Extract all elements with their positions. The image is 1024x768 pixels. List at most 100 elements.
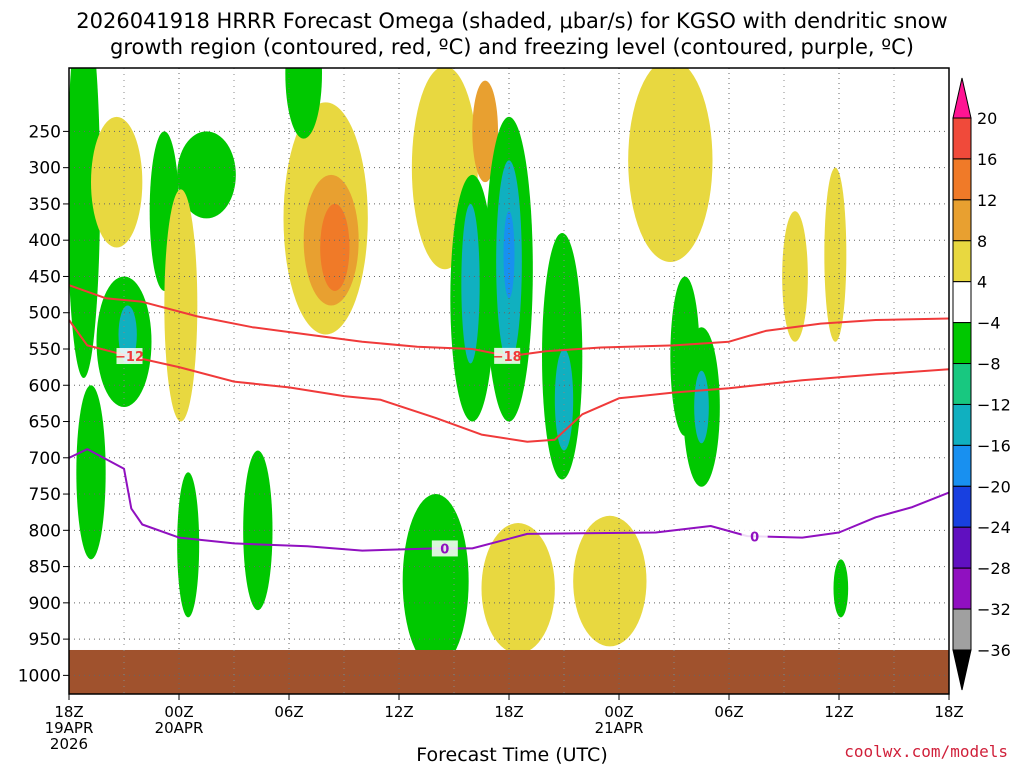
chart-title: 2026041918 HRRR Forecast Omega (shaded, … [0, 8, 1024, 60]
omega-cell-36 [243, 450, 273, 611]
omega-cell-33 [481, 523, 555, 654]
y-tick-label-800: 800 [29, 521, 61, 541]
x-axis-title: Forecast Time (UTC) [416, 744, 608, 766]
colorbar-label-13: −36 [977, 641, 1011, 660]
y-tick-label-950: 950 [29, 630, 61, 650]
omega-cell-38 [833, 559, 849, 618]
isotherm-0 [69, 319, 949, 443]
title-line-2: growth region (contoured, red, ºC) and f… [110, 35, 914, 59]
omega-colorbar: 20 16 12 8 4 −4 −8 −12 −16 −20 −24 −28 −32 −36 [952, 77, 1011, 691]
x-tick-label-4-0: 18Z [494, 703, 523, 721]
x-tick-label-1-0: 00Z [164, 703, 193, 721]
title-line-1: 2026041918 HRRR Forecast Omega (shaded, … [76, 9, 948, 33]
freezing-level-label-1: 0 [750, 530, 759, 545]
isotherm-label-1-bg [494, 347, 521, 364]
x-tick-label-5-0: 00Z [604, 703, 633, 721]
colorbar-swatch-12 [952, 567, 972, 610]
colorbar-bottom-arrow [952, 649, 972, 691]
colorbar-label-7: −12 [977, 395, 1011, 414]
freezing-level-label-0-bg [431, 540, 458, 557]
y-tick-label-700: 700 [29, 449, 61, 469]
colorbar-swatch-2 [952, 158, 972, 201]
isotherm-1 [69, 284, 949, 358]
omega-cell-23 [554, 348, 574, 451]
omega-cell-18 [461, 203, 480, 364]
omega-cell-8 [177, 131, 236, 219]
y-tick-label-500: 500 [29, 304, 61, 324]
omega-cell-16 [472, 80, 498, 183]
colorbar-label-4: 4 [977, 273, 987, 292]
x-tick-label-3-0: 12Z [384, 703, 413, 721]
temperature-contours: −12 −18 0 0 [69, 284, 949, 557]
y-tick-label-400: 400 [29, 231, 61, 251]
colorbar-swatch-5 [952, 281, 972, 324]
omega-cell-14 [285, 68, 322, 139]
y-tick-label-300: 300 [29, 159, 61, 179]
colorbar-swatch-13 [952, 608, 972, 651]
colorbar-label-11: −28 [977, 559, 1011, 578]
ground-fill [69, 649, 949, 694]
freezing-level-label-1-bg [741, 528, 768, 545]
freezing-level-label-0: 0 [440, 542, 449, 557]
omega-cell-21 [503, 211, 515, 299]
y-tick-label-450: 450 [29, 267, 61, 287]
y-tick-label-600: 600 [29, 376, 61, 396]
omega-cell-13 [320, 203, 350, 291]
colorbar-label-12: −32 [977, 600, 1011, 619]
omega-cell-35 [573, 515, 647, 647]
colorbar-swatch-10 [952, 485, 972, 528]
omega-shading [69, 68, 849, 669]
isotherm-label-0-bg [116, 348, 143, 365]
freezing-level-line [69, 448, 949, 552]
colorbar-label-9: −20 [977, 477, 1011, 496]
x-tick-label-1-1: 20APR [155, 719, 204, 737]
omega-cell-4 [91, 116, 143, 248]
y-tick-label-350: 350 [29, 195, 61, 215]
colorbar-swatch-4 [952, 240, 972, 283]
omega-cell-2 [76, 385, 106, 560]
y-tick-label-850: 850 [29, 558, 61, 578]
colorbar-label-3: 8 [977, 232, 987, 251]
colorbar-top-arrow [952, 77, 972, 119]
x-tick-label-8-0: 18Z [934, 703, 963, 721]
x-tick-label-0-0: 18Z [54, 703, 83, 721]
colorbar-label-5: −4 [977, 314, 1001, 333]
pressure-axis: 250 300 350 400 450 500 550 600 650 700 750 800 850 9… [18, 122, 69, 686]
x-tick-label-2-0: 06Z [274, 703, 303, 721]
y-tick-label-1000: 1000 [18, 666, 61, 686]
omega-cell-37 [177, 472, 200, 618]
colorbar-swatch-9 [952, 444, 972, 487]
colorbar-swatch-8 [952, 403, 972, 446]
x-tick-label-5-1: 21APR [595, 719, 644, 737]
colorbar-label-0: 20 [977, 109, 997, 128]
x-tick-label-6-0: 06Z [714, 703, 743, 721]
omega-cell-29 [824, 167, 847, 342]
colorbar-swatch-7 [952, 363, 972, 405]
colorbar-label-2: 12 [977, 191, 997, 210]
colorbar-label-6: −8 [977, 355, 1001, 374]
ground-layer [69, 649, 949, 694]
colorbar-label-10: −24 [977, 518, 1011, 537]
y-tick-label-650: 650 [29, 413, 61, 433]
omega-cell-10 [164, 189, 198, 422]
y-tick-label-250: 250 [29, 122, 61, 142]
x-tick-label-0-2: 2026 [50, 735, 88, 753]
colorbar-swatch-1 [952, 117, 972, 160]
y-tick-label-900: 900 [29, 594, 61, 614]
colorbar-swatch-11 [952, 526, 972, 569]
colorbar-swatch-3 [952, 199, 972, 242]
site-credit: coolwx.com/models [844, 742, 1008, 761]
colorbar-label-8: −16 [977, 436, 1011, 455]
omega-cell-27 [694, 370, 709, 444]
isotherm-label-0: −12 [115, 350, 144, 365]
x-tick-label-0-1: 19APR [45, 719, 94, 737]
colorbar-label-1: 16 [977, 150, 997, 169]
omega-cell-28 [782, 211, 808, 342]
omega-cell-1 [69, 68, 101, 378]
y-tick-label-550: 550 [29, 340, 61, 360]
omega-cell-24 [628, 68, 713, 262]
isotherm-label-1: −18 [493, 350, 522, 365]
omega-cell-30 [402, 494, 469, 669]
